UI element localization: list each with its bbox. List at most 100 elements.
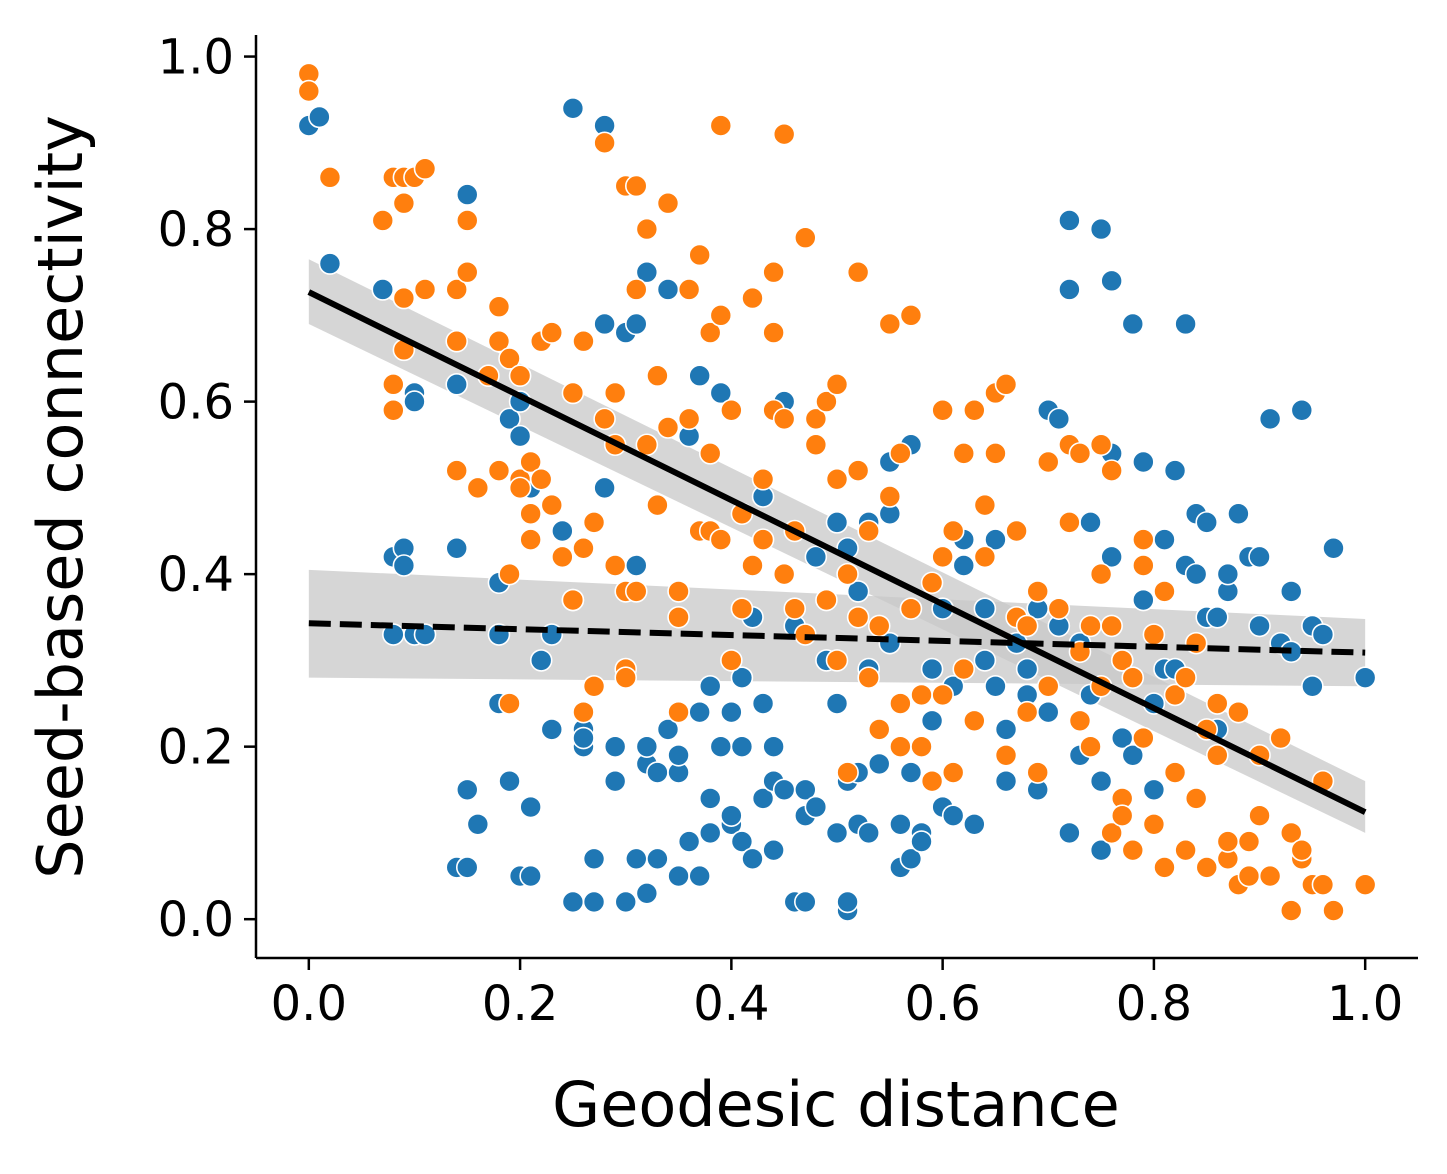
scatter-point-orange <box>878 312 902 336</box>
scatter-point-orange <box>1068 442 1092 465</box>
y-tick-label: 0.2 <box>158 720 234 776</box>
scatter-point-blue <box>1216 562 1240 586</box>
scatter-point-orange <box>667 580 690 603</box>
scatter-point-blue <box>466 812 490 836</box>
y-tick-label: 1.0 <box>158 30 234 86</box>
scatter-point-blue <box>994 769 1018 793</box>
scatter-point-orange <box>1142 812 1166 836</box>
scatter-point-blue <box>730 830 754 853</box>
scatter-point-orange <box>836 562 859 586</box>
x-tick-label: 0.0 <box>271 976 347 1032</box>
scatter-point-orange <box>889 735 912 758</box>
scatter-point-blue <box>1079 511 1102 534</box>
scatter-point-blue <box>836 890 859 914</box>
scatter-point-blue <box>371 278 395 301</box>
scatter-point-blue <box>1353 666 1377 689</box>
scatter-point-blue <box>698 821 722 845</box>
scatter-point-orange <box>899 304 923 327</box>
scatter-point-blue <box>846 580 870 603</box>
scatter-point-blue <box>688 864 711 888</box>
scatter-point-orange <box>751 467 775 491</box>
scatter-point-orange <box>1227 700 1250 724</box>
scatter-point-blue <box>1205 605 1229 629</box>
scatter-point-blue <box>1058 209 1081 232</box>
scatter-point-blue <box>772 778 796 802</box>
scatter-point-orange <box>1184 787 1208 810</box>
y-tick-label: 0.8 <box>158 202 234 258</box>
scatter-point-blue <box>825 511 849 534</box>
scatter-point-orange <box>941 519 965 543</box>
scatter-point-blue <box>519 864 542 888</box>
scatter-point-orange <box>931 545 954 569</box>
scatter-point-blue <box>751 692 775 715</box>
scatter-point-blue <box>751 787 775 810</box>
scatter-point-blue <box>646 847 669 871</box>
scatter-point-orange <box>572 536 595 560</box>
scatter-point-blue <box>825 692 849 715</box>
scatter-point-orange <box>1205 743 1229 767</box>
scatter-point-blue <box>593 476 616 500</box>
scatter-point-orange <box>1132 726 1155 750</box>
scatter-point-blue <box>730 666 754 689</box>
scatter-point-orange <box>1026 761 1050 784</box>
scatter-point-blue <box>1248 545 1271 569</box>
y-tick-label: 0.6 <box>158 375 234 431</box>
scatter-point-blue <box>455 856 479 879</box>
scatter-point-orange <box>772 407 796 431</box>
scatter-point-blue <box>635 260 659 284</box>
scatter-point-orange <box>1163 683 1187 707</box>
scatter-point-orange <box>1058 511 1081 534</box>
scatter-point-orange <box>561 381 585 405</box>
scatter-point-blue <box>519 795 542 819</box>
scatter-point-orange <box>677 407 701 431</box>
scatter-point-orange <box>498 692 521 715</box>
scatter-point-orange <box>413 157 437 181</box>
scatter-point-blue <box>582 847 606 871</box>
scatter-point-orange <box>730 597 754 620</box>
scatter-point-orange <box>1100 614 1123 638</box>
scatter-point-blue <box>899 761 923 784</box>
scatter-point-blue <box>688 700 711 724</box>
axes <box>254 35 1418 960</box>
scatter-point-orange <box>1121 666 1145 689</box>
scatter-point-orange <box>1036 674 1060 698</box>
scatter-point-blue <box>529 649 553 672</box>
scatter-point-orange <box>825 373 849 396</box>
scatter-point-orange <box>867 614 891 638</box>
scatter-point-blue <box>1174 312 1197 336</box>
scatter-point-blue <box>667 864 690 888</box>
scatter-point-orange <box>392 286 416 310</box>
scatter-point-blue <box>709 735 733 758</box>
scatter-point-blue <box>1163 459 1187 482</box>
scatter-point-orange <box>709 114 733 137</box>
scatter-point-orange <box>561 588 585 612</box>
scatter-point-orange <box>646 364 669 388</box>
scatter-point-orange <box>582 511 606 534</box>
scatter-point-blue <box>445 536 469 560</box>
y-tick-label: 0.4 <box>158 547 234 603</box>
scatter-point-orange <box>1290 838 1314 862</box>
scatter-point-orange <box>1237 830 1261 853</box>
scatter-point-blue <box>720 804 743 827</box>
scatter-point-orange <box>1174 666 1197 689</box>
scatter-point-orange <box>371 209 395 232</box>
scatter-point-orange <box>1174 838 1197 862</box>
scatter-point-blue <box>646 761 669 784</box>
scatter-point-blue <box>1322 536 1345 560</box>
scatter-point-orange <box>1216 830 1240 853</box>
scatter-point-orange <box>593 131 616 155</box>
scatter-point-blue <box>624 554 648 577</box>
scatter-point-blue <box>1058 278 1081 301</box>
scatter-point-blue <box>941 804 965 827</box>
scatter-point-blue <box>994 718 1018 741</box>
scatter-point-blue <box>825 821 849 845</box>
scatter-point-blue <box>973 597 997 620</box>
scatter-point-orange <box>614 666 638 689</box>
scatter-point-orange <box>910 735 933 758</box>
scatter-point-blue <box>455 778 479 802</box>
scatter-point-orange <box>677 278 701 301</box>
scatter-point-blue <box>603 769 627 793</box>
x-tick-label: 0.6 <box>904 976 980 1032</box>
scatter-point-orange <box>846 605 870 629</box>
